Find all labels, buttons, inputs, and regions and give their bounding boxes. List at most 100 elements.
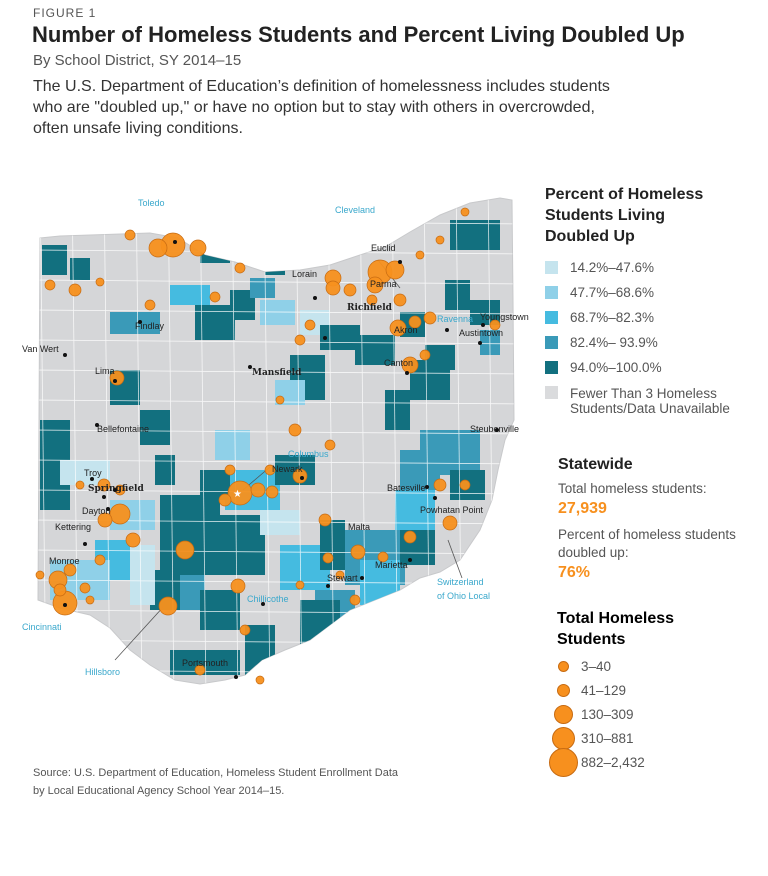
- homeless-student-bubble: [389, 319, 407, 337]
- figure-description: The U.S. Department of Education’s defin…: [33, 78, 610, 137]
- homeless-student-bubble: [408, 315, 422, 329]
- district-area: [155, 455, 175, 485]
- city-label: Euclid: [371, 243, 396, 253]
- district-boundary: [103, 198, 111, 684]
- city-label: Parma: [370, 279, 397, 289]
- district-area: [215, 430, 250, 460]
- homeless-student-bubble: [459, 479, 471, 491]
- city-label: Youngstown: [480, 312, 529, 322]
- size-legend-item: 41–129: [545, 678, 674, 702]
- city-label: Van Wert: [22, 344, 59, 354]
- total-label: Total homeless students:: [558, 481, 707, 496]
- statewide-summary: Statewide Total homeless students: 27,93…: [558, 456, 736, 590]
- homeless-student-bubble: [97, 478, 111, 492]
- leader-line: [114, 604, 166, 661]
- city-label: Stewart: [327, 573, 358, 583]
- city-label: Lorain: [292, 269, 317, 279]
- homeless-student-bubble: [94, 554, 106, 566]
- statewide-heading: Statewide: [558, 456, 633, 473]
- city-marker: [478, 341, 482, 345]
- district-area: [170, 285, 210, 305]
- district-area: [385, 390, 410, 430]
- homeless-student-bubble: [335, 570, 345, 580]
- district-area: [195, 305, 235, 340]
- homeless-student-bubble: [489, 319, 501, 331]
- district-boundary: [38, 549, 514, 555]
- city-label: Portsmouth: [182, 658, 228, 668]
- homeless-student-bubble: [109, 503, 131, 525]
- city-label: Switzerland: [437, 577, 484, 587]
- legend-swatch: [545, 361, 558, 374]
- city-label: Batesville: [387, 483, 426, 493]
- city-marker: [425, 485, 429, 489]
- district-area: [42, 245, 67, 275]
- homeless-student-bubble: [393, 293, 407, 307]
- pct-label-1: Percent of homeless students: [558, 527, 736, 542]
- city-label: Marietta: [375, 560, 408, 570]
- homeless-student-bubble: [423, 311, 437, 325]
- city-marker: [313, 296, 317, 300]
- city-label: Toledo: [138, 198, 165, 208]
- city-marker: [173, 240, 177, 244]
- city-label: Columbus: [288, 449, 329, 459]
- city-marker: [83, 542, 87, 546]
- district-area: [265, 245, 285, 275]
- district-area: [70, 258, 90, 280]
- city-marker: [63, 603, 67, 607]
- figure-label: FIGURE 1: [33, 6, 97, 20]
- city-label: Austintown: [459, 328, 503, 338]
- city-marker: [398, 260, 402, 264]
- district-area: [160, 495, 220, 575]
- city-label: Cleveland: [335, 205, 375, 215]
- city-marker: [63, 353, 67, 357]
- city-marker: [113, 488, 117, 492]
- leader-line: [447, 539, 463, 579]
- homeless-student-bubble: [68, 283, 82, 297]
- city-label: Akron: [394, 325, 418, 335]
- homeless-student-bubble: [322, 552, 334, 564]
- homeless-student-bubble: [343, 283, 357, 297]
- homeless-student-bubble: [318, 513, 332, 527]
- percent-legend-title: Percent of Homeless Students Living Doub…: [545, 186, 704, 245]
- city-label: Malta: [348, 522, 370, 532]
- homeless-student-bubble: [324, 439, 336, 451]
- homeless-student-bubble: [189, 239, 207, 257]
- city-label: Mansfield: [252, 368, 302, 378]
- homeless-student-bubble: [75, 480, 85, 490]
- legend-swatch: [545, 261, 558, 274]
- homeless-student-bubble: [350, 544, 366, 560]
- homeless-student-bubble: [304, 319, 316, 331]
- homeless-student-bubble: [419, 349, 431, 361]
- city-marker: [261, 602, 265, 606]
- legend-swatch: [545, 336, 558, 349]
- city-label: Richfield: [347, 303, 393, 313]
- city-label: Newark: [272, 464, 303, 474]
- city-marker: [90, 477, 94, 481]
- homeless-student-bubble: [433, 478, 447, 492]
- homeless-student-bubble: [366, 294, 378, 306]
- city-marker: [234, 675, 238, 679]
- bubble-swatch: [553, 704, 573, 724]
- district-boundary: [199, 198, 207, 684]
- homeless-student-bubble: [275, 395, 285, 405]
- homeless-student-bubble: [325, 280, 341, 296]
- percent-legend-item: 94.0%–100.0%: [545, 355, 730, 380]
- capital-star-icon: ★: [233, 489, 242, 500]
- percent-legend-item: 68.7%–82.3%: [545, 305, 730, 330]
- district-area: [400, 450, 440, 490]
- district-boundary: [135, 198, 143, 684]
- homeless-student-bubble: [442, 515, 458, 531]
- homeless-student-bubble: [377, 551, 389, 563]
- homeless-student-bubble: [148, 238, 168, 258]
- city-marker: [445, 328, 449, 332]
- homeless-student-bubble: [158, 596, 178, 616]
- homeless-student-bubble: [79, 582, 91, 594]
- bubble-swatch: [548, 747, 578, 777]
- city-marker: [433, 496, 437, 500]
- homeless-student-bubble: [401, 356, 419, 374]
- city-marker: [102, 495, 106, 499]
- district-area: [450, 220, 500, 250]
- homeless-student-bubble: [209, 291, 221, 303]
- district-boundary: [38, 459, 514, 465]
